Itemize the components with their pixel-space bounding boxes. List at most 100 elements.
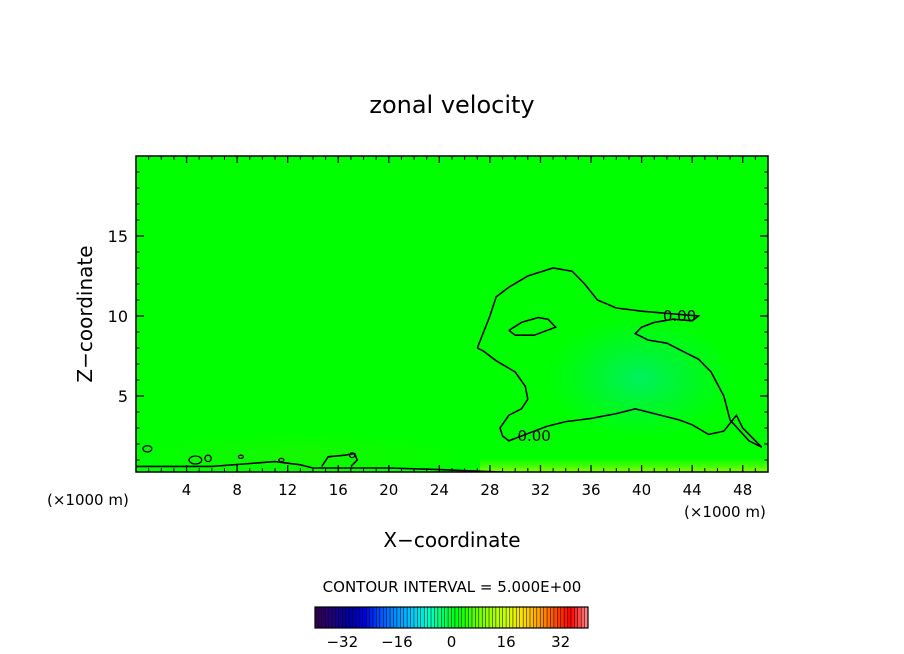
colorbar-cell xyxy=(529,607,534,628)
colorbar-tick-label: 32 xyxy=(551,633,570,651)
colorbar-cell xyxy=(468,607,473,628)
x-tick-label: 20 xyxy=(379,481,398,499)
colorbar-cell xyxy=(516,607,521,628)
colorbar-cell xyxy=(489,607,493,628)
colorbar-cell xyxy=(499,607,503,628)
colorbar-cell xyxy=(536,607,541,628)
x-tick-label: 28 xyxy=(480,481,499,499)
colorbar-cell xyxy=(437,607,442,628)
colorbar-cell xyxy=(366,607,370,628)
colorbar-cell xyxy=(424,607,428,628)
velocity-shading-floor xyxy=(480,458,768,472)
colorbar-cell xyxy=(577,607,582,628)
colorbar-cell xyxy=(427,607,432,628)
contour-small-loop xyxy=(348,452,356,459)
colorbar-cell xyxy=(526,607,531,628)
colorbar-cell xyxy=(478,607,483,628)
colorbar: −32 −16 0 16 32 xyxy=(314,606,589,651)
colorbar-cell xyxy=(386,607,391,628)
colorbar-cell xyxy=(454,607,459,628)
colorbar-cell xyxy=(567,607,572,628)
colorbar-cell xyxy=(451,607,456,628)
colorbar-cell xyxy=(338,607,343,628)
colorbar-cell xyxy=(400,607,405,628)
x-tick-label: 36 xyxy=(581,481,600,499)
colorbar-cell xyxy=(475,607,480,628)
colorbar-cell xyxy=(315,607,319,628)
chart-title: zonal velocity xyxy=(369,91,534,119)
x-axis: 4 8 12 16 20 24 28 32 36 40 44 48 xyxy=(148,156,756,499)
x-unit-left: (×1000 m) xyxy=(47,491,129,509)
contour-label: 0.00 xyxy=(663,307,696,325)
colorbar-cell xyxy=(407,607,411,628)
x-tick-label: 24 xyxy=(430,481,449,499)
x-tick-label: 40 xyxy=(632,481,651,499)
colorbar-cell xyxy=(352,607,357,628)
colorbar-cell xyxy=(492,607,497,628)
x-tick-label: 12 xyxy=(278,481,297,499)
contour-labels: 0.00 0.00 xyxy=(517,307,696,445)
contour-interval-text: CONTOUR INTERVAL = 5.000E+00 xyxy=(323,578,582,596)
x-tick-label: 8 xyxy=(232,481,242,499)
y-tick-label: 10 xyxy=(108,307,128,326)
contour-zero-main xyxy=(476,267,763,448)
colorbar-cell xyxy=(523,607,527,628)
colorbar-cell xyxy=(420,607,425,628)
colorbar-cell xyxy=(434,607,439,628)
colorbar-cell xyxy=(369,607,374,628)
colorbar-tick-label: −16 xyxy=(381,633,413,651)
contour-small-loop xyxy=(278,457,285,463)
colorbar-cell xyxy=(345,607,350,628)
colorbar-cell xyxy=(383,607,387,628)
colorbar-cell xyxy=(506,607,510,628)
colorbar-cell xyxy=(581,607,585,628)
colorbar-cell xyxy=(376,607,381,628)
colorbar-cell xyxy=(519,607,524,628)
colorbar-cell xyxy=(564,607,568,628)
x-tick-label: 44 xyxy=(683,481,702,499)
colorbar-cell xyxy=(512,607,517,628)
colorbar-cell xyxy=(570,607,575,628)
colorbar-cell xyxy=(417,607,422,628)
colorbar-cell xyxy=(485,607,490,628)
colorbar-tick-label: −32 xyxy=(326,633,358,651)
contour-small-loop xyxy=(237,454,245,460)
plot-area: 0.00 0.00 xyxy=(136,156,768,472)
colorbar-cell xyxy=(328,607,333,628)
colorbar-cell xyxy=(533,607,538,628)
colorbar-cell xyxy=(413,607,418,628)
colorbar-cell xyxy=(362,607,367,628)
x-tick-label: 16 xyxy=(329,481,348,499)
x-tick-label: 48 xyxy=(733,481,752,499)
colorbar-cell xyxy=(547,607,551,628)
colorbar-cell xyxy=(325,607,329,628)
colorbar-tick-label: 0 xyxy=(447,633,457,651)
colorbar-cell xyxy=(403,607,408,628)
colorbar-cell xyxy=(335,607,340,628)
colorbar-cell xyxy=(373,607,377,628)
colorbar-frame xyxy=(314,606,589,629)
colorbar-cell xyxy=(560,607,565,628)
x-axis-label: X−coordinate xyxy=(383,528,520,552)
colorbar-cell xyxy=(379,607,384,628)
colorbar-cell xyxy=(482,607,486,628)
colorbar-cell xyxy=(509,607,514,628)
colorbar-cell xyxy=(461,607,466,628)
colorbar-cell xyxy=(574,607,579,628)
x-tick-label: 32 xyxy=(531,481,550,499)
colorbar-cell xyxy=(543,607,548,628)
colorbar-cell xyxy=(318,607,323,628)
colorbar-cell xyxy=(465,607,469,628)
colorbar-cell xyxy=(550,607,555,628)
colorbar-cell xyxy=(553,607,558,628)
colorbar-cell xyxy=(321,607,326,628)
colorbar-cell xyxy=(349,607,353,628)
contour-label: 0.00 xyxy=(517,427,550,445)
contour-small-loop xyxy=(188,455,203,465)
colorbar-cell xyxy=(502,607,507,628)
colorbar-cell xyxy=(471,607,476,628)
colorbar-cell xyxy=(431,607,435,628)
colorbar-cell xyxy=(396,607,401,628)
colorbar-tick-label: 16 xyxy=(497,633,516,651)
